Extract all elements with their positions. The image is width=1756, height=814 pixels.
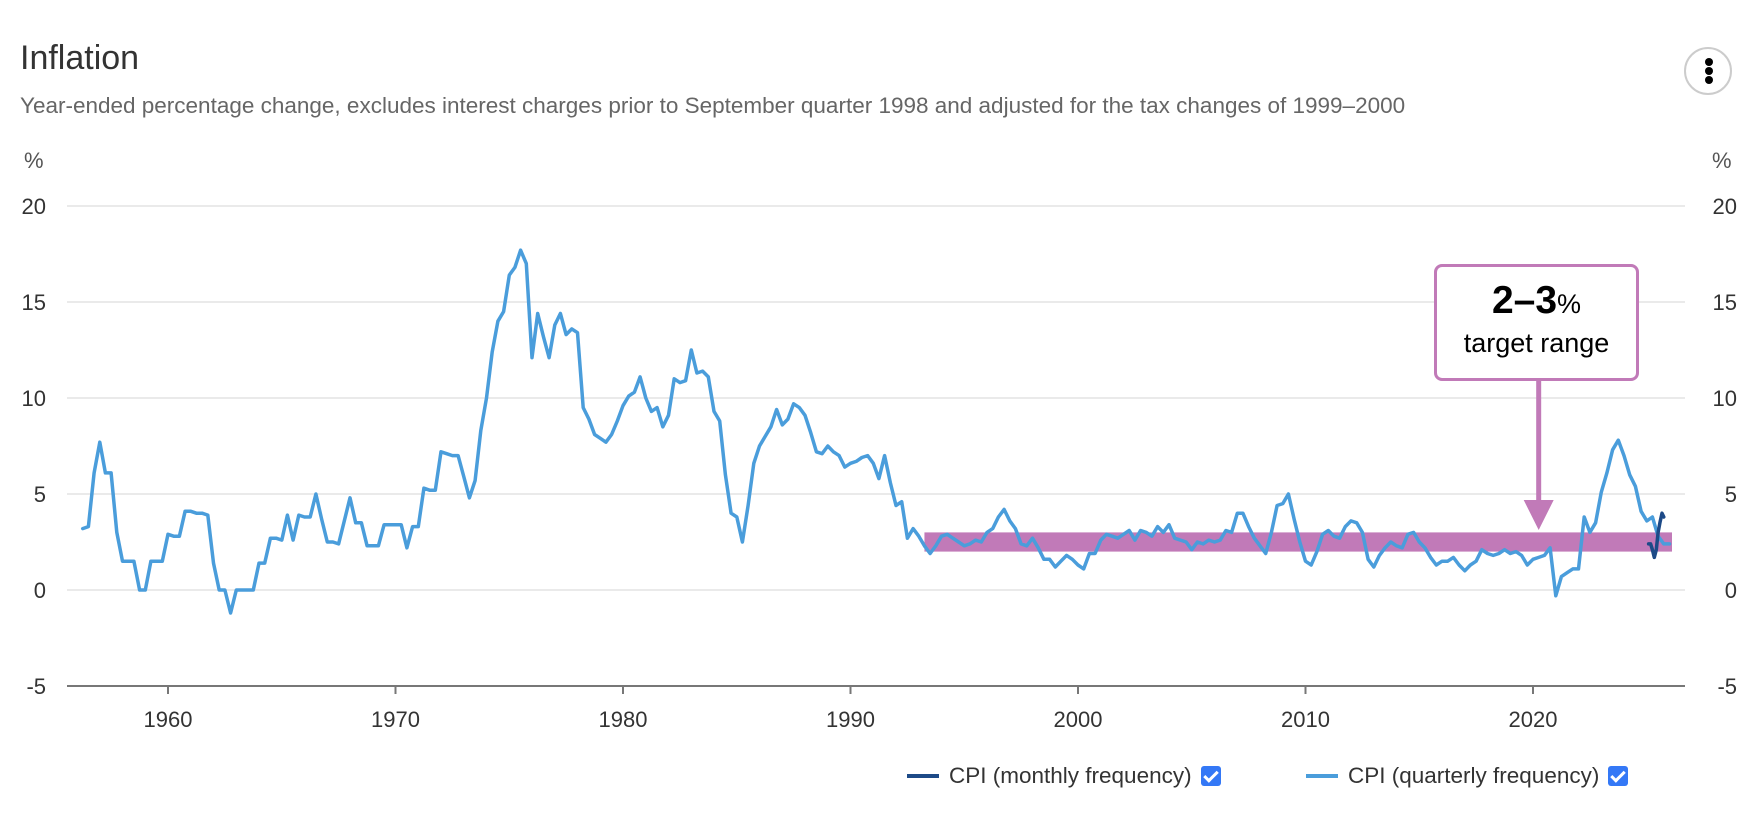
callout-unit: % bbox=[1557, 289, 1582, 319]
callout-value-line: 2–3% bbox=[1437, 279, 1636, 326]
y-axis-unit-right: % bbox=[1712, 148, 1732, 173]
callout-value: 2–3 bbox=[1491, 279, 1558, 322]
legend-checkbox-monthly[interactable] bbox=[1200, 766, 1221, 786]
chart-subtitle: Year-ended percentage change, excludes i… bbox=[20, 93, 1406, 118]
more-vertical-icon-dot bbox=[1705, 67, 1713, 75]
series-lines bbox=[80, 248, 1672, 615]
x-tick-label: 1990 bbox=[826, 707, 875, 732]
y-tick-label-left: -5 bbox=[26, 674, 46, 699]
y-tick-label-left: 0 bbox=[34, 578, 46, 603]
series-line-quarterly bbox=[80, 248, 1672, 615]
legend-label-monthly: CPI (monthly frequency) bbox=[949, 763, 1192, 788]
grid-lines bbox=[67, 205, 1685, 687]
legend-checkbox-quarterly[interactable] bbox=[1608, 766, 1629, 786]
x-tick-label: 1960 bbox=[144, 707, 193, 732]
legend-swatch-quarterly bbox=[1306, 774, 1338, 778]
more-options-button[interactable] bbox=[1684, 47, 1732, 95]
y-tick-label-left: 10 bbox=[22, 386, 46, 411]
y-axis-right: -5 0 5 10 15 20 bbox=[1713, 194, 1737, 699]
y-tick-label-right: 10 bbox=[1713, 386, 1737, 411]
y-tick-label-left: 15 bbox=[22, 290, 46, 315]
chart-title: Inflation bbox=[20, 39, 140, 77]
callout-arrow bbox=[1523, 381, 1554, 530]
y-tick-label-right: 5 bbox=[1725, 482, 1737, 507]
y-tick-label-right: -5 bbox=[1717, 674, 1737, 699]
more-vertical-icon bbox=[1705, 58, 1713, 66]
y-axis-unit-left: % bbox=[24, 148, 44, 173]
x-tick-label: 2020 bbox=[1509, 707, 1558, 732]
y-axis-left: -5 0 5 10 15 20 bbox=[22, 194, 46, 699]
legend: CPI (monthly frequency) CPI (quarterly f… bbox=[0, 762, 1756, 790]
y-tick-label-left: 20 bbox=[22, 194, 46, 219]
target-range-callout: 2–3% target range bbox=[1434, 264, 1639, 381]
y-tick-label-left: 5 bbox=[34, 482, 46, 507]
x-tick-label: 2000 bbox=[1054, 707, 1103, 732]
y-tick-label-right: 15 bbox=[1713, 290, 1737, 315]
x-tick-label: 2010 bbox=[1281, 707, 1330, 732]
legend-item-quarterly[interactable]: CPI (quarterly frequency) bbox=[1306, 762, 1629, 790]
more-vertical-icon-dot bbox=[1705, 76, 1713, 84]
legend-label-quarterly: CPI (quarterly frequency) bbox=[1348, 763, 1600, 788]
callout-label: target range bbox=[1463, 328, 1610, 358]
y-tick-label-right: 20 bbox=[1713, 194, 1737, 219]
x-axis: 1960 1970 1980 1990 2000 2010 2020 bbox=[144, 686, 1558, 732]
legend-item-monthly[interactable]: CPI (monthly frequency) bbox=[907, 762, 1221, 790]
x-tick-label: 1970 bbox=[371, 707, 420, 732]
y-tick-label-right: 0 bbox=[1725, 578, 1737, 603]
legend-swatch-monthly bbox=[907, 774, 939, 778]
arrow-head bbox=[1523, 500, 1554, 530]
series-line-monthly bbox=[1646, 511, 1666, 560]
x-tick-label: 1980 bbox=[599, 707, 648, 732]
